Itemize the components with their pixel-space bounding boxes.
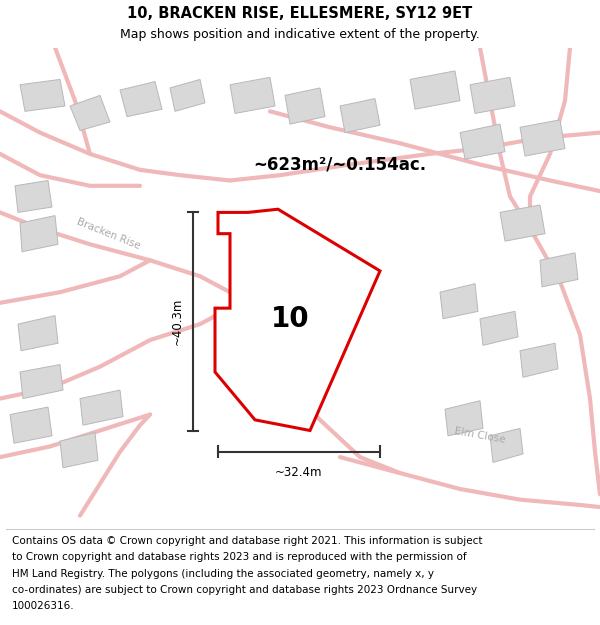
Polygon shape bbox=[20, 216, 58, 252]
Polygon shape bbox=[520, 120, 565, 156]
Polygon shape bbox=[20, 79, 65, 111]
Polygon shape bbox=[230, 78, 275, 114]
Polygon shape bbox=[285, 88, 325, 124]
Polygon shape bbox=[265, 322, 315, 369]
Polygon shape bbox=[10, 407, 52, 443]
Polygon shape bbox=[70, 96, 110, 131]
Polygon shape bbox=[445, 401, 483, 436]
Polygon shape bbox=[60, 432, 98, 468]
Text: co-ordinates) are subject to Crown copyright and database rights 2023 Ordnance S: co-ordinates) are subject to Crown copyr… bbox=[12, 585, 477, 595]
Text: ~32.4m: ~32.4m bbox=[275, 466, 323, 479]
Text: to Crown copyright and database rights 2023 and is reproduced with the permissio: to Crown copyright and database rights 2… bbox=[12, 552, 467, 562]
Polygon shape bbox=[15, 181, 52, 213]
Text: 100026316.: 100026316. bbox=[12, 601, 74, 611]
Polygon shape bbox=[20, 364, 63, 399]
Polygon shape bbox=[120, 81, 162, 117]
Polygon shape bbox=[480, 311, 518, 346]
Text: 10: 10 bbox=[271, 305, 310, 332]
Polygon shape bbox=[215, 209, 380, 431]
Text: HM Land Registry. The polygons (including the associated geometry, namely x, y: HM Land Registry. The polygons (includin… bbox=[12, 569, 434, 579]
Text: Map shows position and indicative extent of the property.: Map shows position and indicative extent… bbox=[120, 28, 480, 41]
Polygon shape bbox=[410, 71, 460, 109]
Polygon shape bbox=[440, 284, 478, 319]
Text: ~623m²/~0.154ac.: ~623m²/~0.154ac. bbox=[253, 156, 427, 174]
Polygon shape bbox=[520, 343, 558, 377]
Text: Contains OS data © Crown copyright and database right 2021. This information is : Contains OS data © Crown copyright and d… bbox=[12, 536, 482, 546]
Polygon shape bbox=[470, 78, 515, 114]
Text: ~40.3m: ~40.3m bbox=[170, 298, 184, 345]
Polygon shape bbox=[460, 124, 505, 159]
Text: Elm Close: Elm Close bbox=[454, 426, 506, 445]
Polygon shape bbox=[80, 390, 123, 425]
Polygon shape bbox=[490, 428, 523, 462]
Polygon shape bbox=[340, 99, 380, 132]
Polygon shape bbox=[540, 253, 578, 287]
Polygon shape bbox=[170, 79, 205, 111]
Text: 10, BRACKEN RISE, ELLESMERE, SY12 9ET: 10, BRACKEN RISE, ELLESMERE, SY12 9ET bbox=[127, 6, 473, 21]
Text: Bracken Rise: Bracken Rise bbox=[75, 216, 141, 251]
Polygon shape bbox=[500, 205, 545, 241]
Polygon shape bbox=[18, 316, 58, 351]
